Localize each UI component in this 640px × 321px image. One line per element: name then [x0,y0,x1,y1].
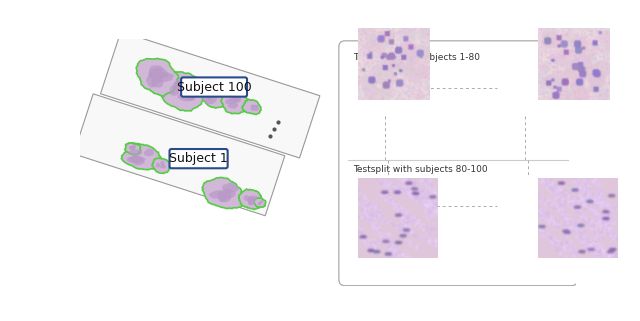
Polygon shape [74,94,285,216]
Polygon shape [252,105,259,111]
Polygon shape [203,94,218,104]
Polygon shape [129,146,135,148]
Polygon shape [216,86,226,97]
Polygon shape [146,72,160,88]
Polygon shape [200,82,234,108]
FancyBboxPatch shape [170,149,228,168]
Polygon shape [177,91,196,101]
Polygon shape [149,65,163,79]
Polygon shape [100,31,320,158]
Polygon shape [203,85,216,97]
Polygon shape [132,145,136,149]
Polygon shape [221,91,250,114]
Polygon shape [225,98,236,104]
Polygon shape [202,178,244,209]
Polygon shape [136,58,179,97]
Polygon shape [248,200,255,205]
Polygon shape [249,195,258,199]
Polygon shape [127,156,146,163]
Polygon shape [144,149,154,156]
Polygon shape [152,158,171,173]
Polygon shape [128,156,140,162]
Text: Trainsplit with subjects 1-80: Trainsplit with subjects 1-80 [353,53,480,62]
Polygon shape [205,89,213,100]
Polygon shape [218,188,236,199]
Polygon shape [156,163,160,168]
Polygon shape [233,94,239,103]
Polygon shape [160,165,166,169]
Polygon shape [260,200,263,204]
Polygon shape [184,90,196,101]
Polygon shape [227,102,238,108]
Polygon shape [209,190,225,199]
Polygon shape [244,195,250,201]
Polygon shape [218,193,227,202]
Polygon shape [258,203,261,205]
Text: Testsplit with subjects 80-100: Testsplit with subjects 80-100 [353,165,488,174]
Polygon shape [129,149,143,156]
Text: Subject 100: Subject 100 [177,81,252,93]
Polygon shape [169,85,179,96]
Polygon shape [125,143,141,155]
Polygon shape [258,202,261,205]
Polygon shape [250,105,259,108]
Polygon shape [242,99,261,115]
FancyBboxPatch shape [181,77,247,97]
Polygon shape [175,78,192,88]
Text: Subject 1: Subject 1 [169,152,228,165]
Polygon shape [122,143,161,170]
Polygon shape [148,67,168,80]
Polygon shape [222,182,239,193]
Polygon shape [160,160,164,166]
Polygon shape [173,80,189,90]
Polygon shape [254,198,266,207]
Polygon shape [250,107,254,110]
Polygon shape [154,72,174,82]
Polygon shape [232,93,241,103]
FancyBboxPatch shape [339,41,577,286]
Polygon shape [239,189,262,210]
Polygon shape [152,74,164,88]
Polygon shape [229,97,236,101]
Polygon shape [129,145,136,151]
Polygon shape [131,156,145,165]
Polygon shape [210,88,221,96]
Polygon shape [248,197,255,204]
Polygon shape [248,197,257,202]
Polygon shape [219,192,232,202]
Polygon shape [157,72,205,111]
